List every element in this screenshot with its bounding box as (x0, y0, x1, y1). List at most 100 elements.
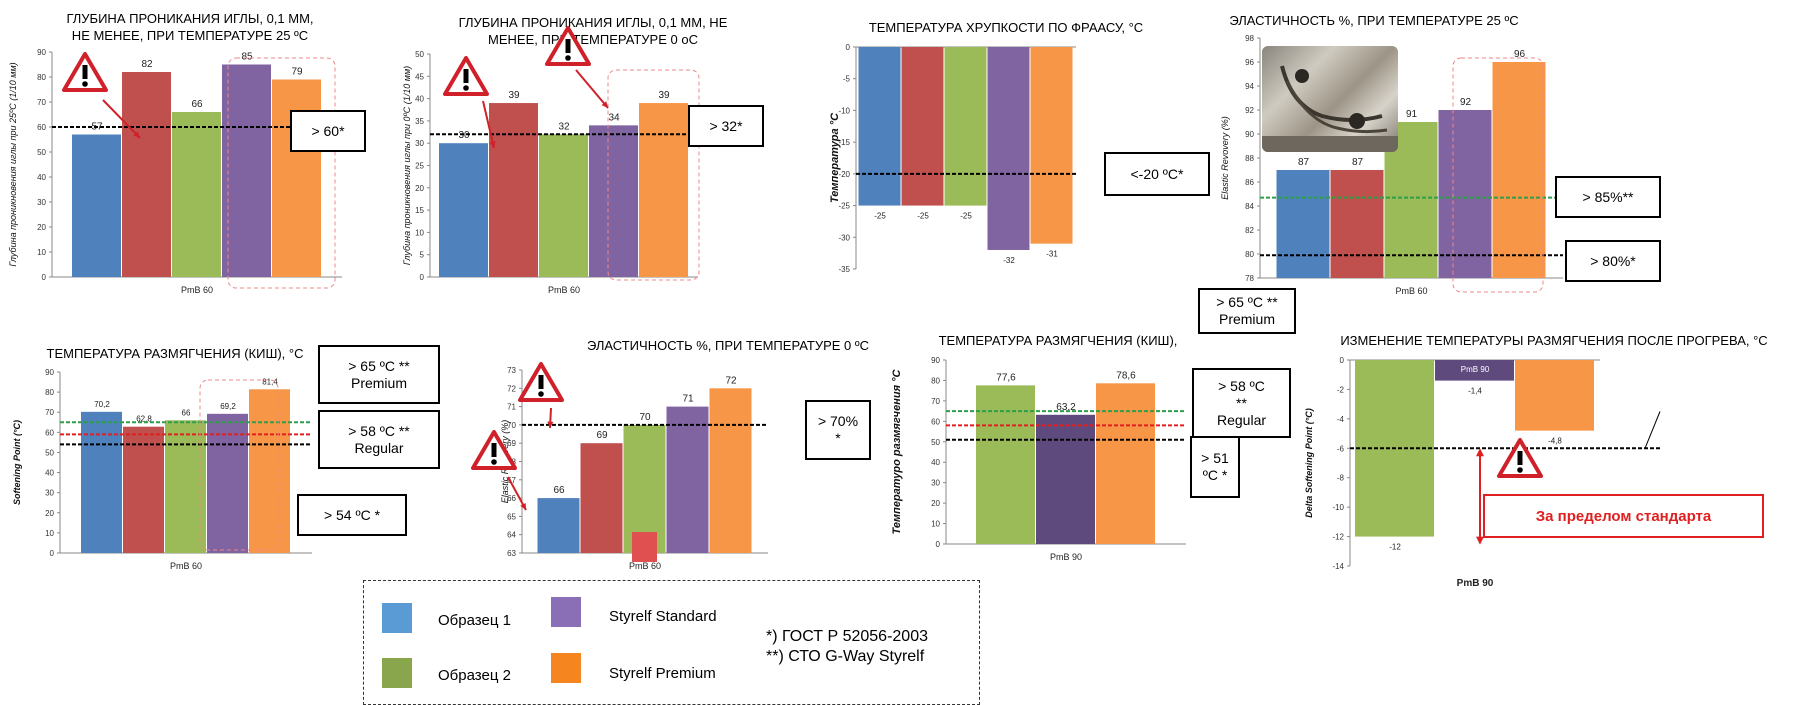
out-of-standard-label: За пределом стандарта (1483, 494, 1764, 538)
threshold-label: > 60* (290, 110, 366, 152)
warning-icon (545, 26, 591, 66)
y-tick-label: 65 (507, 512, 516, 521)
legend-swatch-sample-1 (382, 603, 412, 633)
y-tick-label: 50 (931, 438, 940, 447)
warning-arrowhead (601, 101, 608, 108)
y-tick-label: 0 (420, 273, 425, 282)
data-label: 91 (1406, 109, 1418, 120)
bar (858, 47, 901, 206)
y-tick-label: 72 (507, 384, 516, 393)
chart-title: ТЕМПЕРАТУРА РАЗМЯГЧЕНИЯ (КИШ), (938, 333, 1178, 348)
chart-fraass-brittleness: ТЕМПЕРАТУРА ХРУПКОСТИ ПО ФРААСУ, °С 0 -5 -1… (820, 0, 1220, 300)
bar (222, 64, 271, 277)
warning-arrowhead (547, 421, 554, 428)
data-label: 62,8 (136, 415, 152, 424)
y-tick-label: 90 (37, 48, 46, 57)
chart-svg: 6364656667686970717273Elastic Revovery (… (471, 362, 768, 571)
highlight-frame (199, 379, 279, 551)
data-label: 70 (639, 412, 651, 423)
data-label: -25 (917, 212, 929, 221)
data-label: 63,2 (1056, 402, 1076, 413)
y-tick-label: 69 (507, 439, 516, 448)
y-tick-label: 10 (415, 228, 424, 237)
y-tick-label: 40 (931, 458, 940, 467)
y-tick-label: 20 (37, 223, 46, 232)
chart-title: ГЛУБИНА ПРОНИКАНИЯ ИГЛЫ, 0,1 ММ, НЕ МЕНЕ… (66, 11, 314, 43)
y-tick-label: -30 (838, 233, 850, 242)
y-tick-label: 80 (37, 73, 46, 82)
data-label: 79 (291, 67, 303, 78)
y-tick-label: 86 (1245, 178, 1254, 187)
bar (639, 103, 688, 277)
chart-elasticity-0: ЭЛАСТИЧНОСТЬ %, ПРИ ТЕМПЕРАТУРЕ 0 ºС 63 64… (460, 300, 871, 580)
x-axis-label: PmB 90 (1457, 578, 1494, 589)
threshold-label: > 85%** (1555, 176, 1661, 218)
y-tick-label: 0 (1340, 356, 1345, 365)
warning-arrowhead (520, 503, 526, 510)
threshold-label: > 65 ºС ** Premium (318, 345, 440, 404)
bar (439, 143, 488, 277)
y-tick-label: 0 (846, 43, 851, 52)
bar (1276, 170, 1330, 278)
data-label: 92 (1460, 97, 1472, 108)
highlight-marker (632, 532, 657, 562)
bar (709, 388, 752, 553)
data-label: 78,6 (1116, 370, 1136, 381)
y-tick-label: 78 (1245, 274, 1254, 283)
y-axis-label: Softening Point (°C) (12, 420, 22, 505)
y-tick-label: 64 (507, 531, 516, 540)
legend-swatch-styrelf-premium (551, 653, 581, 683)
bar (1096, 383, 1155, 544)
y-tick-label: 20 (45, 509, 54, 518)
y-tick-label: -20 (838, 170, 850, 179)
y-tick-label: 71 (507, 403, 516, 412)
legend: Образец 1 Образец 2 Styrelf Standard Sty… (363, 580, 980, 705)
chart-title: ГЛУБИНА ПРОНИКАНИЯ ИГЛЫ, 0,1 ММ, НЕ МЕНЕ… (458, 15, 728, 47)
bar (249, 389, 290, 553)
chart-softening-point-pmb60: ТЕМПЕРАТУРА РАЗМЯГЧЕНИЯ (КИШ), °С 0 10 20 30… (0, 300, 440, 580)
data-label: 87 (1298, 157, 1310, 168)
x-axis-label: PmB 60 (1395, 286, 1427, 296)
warning-icon (62, 52, 108, 92)
threshold-label: > 54 ºС * (297, 494, 407, 536)
bar (623, 424, 666, 553)
bar (72, 134, 121, 277)
y-tick-label: 0 (50, 549, 55, 558)
data-label: 70,2 (94, 400, 110, 409)
y-tick-label: 60 (37, 123, 46, 132)
y-tick-label: 10 (931, 520, 940, 529)
threshold-label: > 32* (688, 105, 764, 147)
bar (1515, 360, 1594, 431)
data-label: -4,8 (1548, 437, 1562, 446)
y-tick-label: 70 (931, 397, 940, 406)
bar (580, 443, 623, 553)
legend-swatch-styrelf-standard (551, 597, 581, 627)
legend-label-styrelf-premium: Styrelf Premium (609, 665, 716, 682)
legend-label-styrelf-standard: Styrelf Standard (609, 608, 717, 625)
y-tick-label: -10 (1332, 503, 1344, 512)
bar (81, 411, 122, 553)
chart-title: ЭЛАСТИЧНОСТЬ %, ПРИ ТЕМПЕРАТУРЕ 25 ºС (1229, 13, 1519, 28)
inner-series-label: PmB 90 (1461, 365, 1490, 374)
y-tick-label: 80 (1245, 250, 1254, 259)
y-tick-label: 30 (37, 198, 46, 207)
data-label: 66 (182, 408, 191, 417)
warning-arrow (575, 69, 609, 109)
data-label: -25 (960, 212, 972, 221)
bar (976, 385, 1035, 544)
bar (1036, 414, 1095, 544)
y-tick-label: 90 (931, 356, 940, 365)
data-label: 71 (682, 394, 694, 405)
highlight-frame (607, 69, 700, 281)
y-tick-label: -5 (843, 75, 851, 84)
data-label: 34 (608, 112, 620, 123)
y-tick-label: 84 (1245, 202, 1254, 211)
y-axis-label: Глубина проникновения иглы при 25ºС (1/1… (8, 62, 18, 266)
y-tick-label: 60 (45, 428, 54, 437)
chart-svg: 78 80 82 84 86 88 90 92 94 96 98 Elastic Revovery (… (1220, 34, 1563, 296)
bar (901, 47, 944, 206)
y-tick-label: 82 (1245, 226, 1254, 235)
y-tick-label: 70 (37, 98, 46, 107)
x-axis-label: PmB 60 (170, 561, 202, 571)
data-label: 77,6 (996, 372, 1016, 383)
